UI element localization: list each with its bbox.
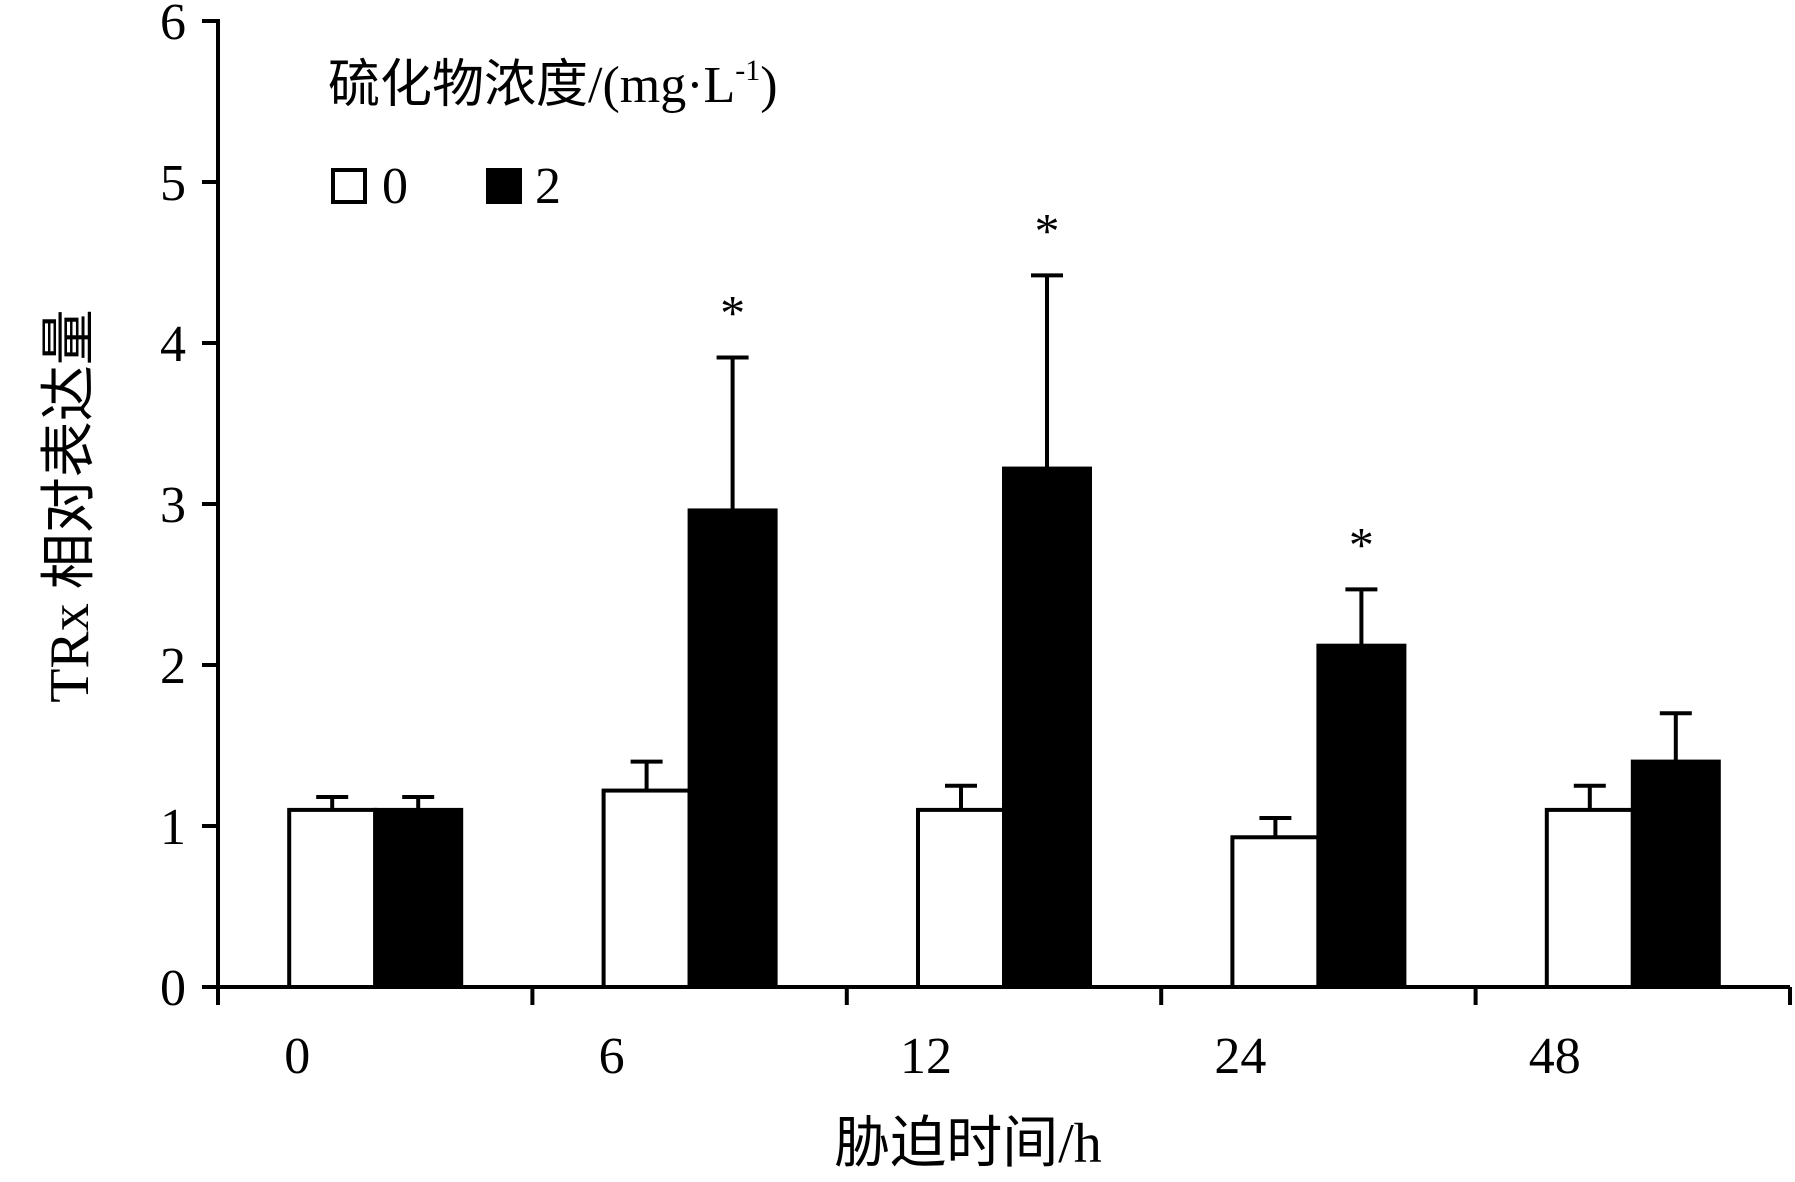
significance-marker: * (720, 284, 745, 340)
bar-series-0-cat-24 (1230, 835, 1321, 990)
legend-title-superscript: -1 (735, 54, 760, 87)
y-tick-label: 0 (160, 960, 186, 1017)
bar-series-2-cat-48 (1630, 759, 1721, 989)
significance-marker: * (1035, 202, 1060, 258)
bar-series-2-cat-12 (1002, 466, 1092, 989)
y-tick-label: 5 (160, 155, 186, 212)
x-tick-label: 6 (599, 1028, 625, 1085)
x-tick-label: 24 (1214, 1028, 1266, 1085)
legend-swatch-series-0 (331, 168, 367, 204)
significance-marker: * (1349, 516, 1374, 572)
legend-swatch-series-2 (486, 168, 522, 204)
legend-label-series-0: 0 (382, 158, 408, 215)
x-tick-label: 0 (284, 1028, 310, 1085)
x-axis-title: 胁迫时间/h (834, 1113, 1102, 1175)
bar-series-2-cat-0 (373, 807, 464, 990)
y-tick-label: 3 (160, 477, 186, 534)
bar-series-0-cat-0 (287, 807, 378, 990)
y-tick-label: 4 (160, 316, 186, 373)
x-tick-label: 12 (900, 1028, 952, 1085)
significance-layer: * * * (720, 202, 1374, 572)
legend-title: 硫化物浓度/(mg·L-1) (328, 54, 778, 114)
bar-series-0-cat-48 (1544, 807, 1635, 990)
y-tick-label: 1 (160, 799, 186, 856)
error-bars-layer (316, 273, 1692, 838)
x-tick-label: 48 (1529, 1028, 1581, 1085)
y-tick-label: 2 (160, 638, 186, 695)
bars-layer (287, 466, 1721, 990)
bar-series-2-cat-6 (687, 508, 778, 989)
bar-series-0-cat-6 (601, 788, 692, 990)
bar-series-2-cat-24 (1316, 643, 1407, 989)
y-axis-title: TRx 相对表达量 (39, 309, 101, 703)
bar-series-0-cat-12 (916, 807, 1006, 990)
legend-title-close: ) (760, 57, 777, 114)
y-tick-label: 6 (160, 0, 186, 51)
legend-title-main: 硫化物浓度/(mg·L (328, 57, 735, 114)
legend: 硫化物浓度/(mg·L-1) 0 2 (328, 54, 778, 215)
legend-label-series-2: 2 (535, 158, 561, 215)
